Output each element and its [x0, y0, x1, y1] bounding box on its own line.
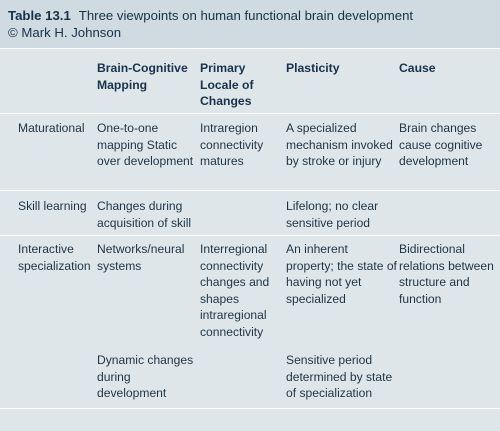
divider-under-title — [0, 48, 500, 49]
cell-maturational-cause: Brain changes cause cognitive developmen… — [399, 121, 483, 169]
table-title: Three viewpoints on human functional bra… — [78, 8, 414, 23]
cell-interactive-cause: Bidirectional relations between structur… — [399, 242, 494, 306]
cell-interactive-plasticity-continued: Sensitive period determined by state of … — [286, 353, 393, 401]
divider-bottom — [0, 408, 500, 409]
cell-maturational-mapping: One-to-one mapping Static over developme… — [97, 121, 194, 169]
col-header-primary-locale: Primary Locale of Changes — [200, 61, 254, 108]
col-header-cause: Cause — [399, 61, 436, 75]
cell-maturational-plasticity: A specialized mechanism invoked by strok… — [286, 121, 393, 169]
col-header-brain-cognitive-mapping: Brain-Cognitive Mapping — [97, 61, 188, 92]
table-caption: Table 13.1 Three viewpoints on human func… — [8, 7, 413, 41]
col-header-plasticity: Plasticity — [286, 61, 340, 75]
table-title-band — [0, 0, 500, 48]
cell-skill-learning-mapping: Changes during acquisition of skill — [97, 199, 192, 230]
divider-row-2 — [0, 235, 500, 236]
cell-interactive-mapping: Networks/neural systems — [97, 242, 185, 273]
cell-maturational-locale: Intraregion connectivity matures — [200, 121, 264, 169]
row-label-maturational: Maturational — [18, 121, 85, 135]
table-copyright: © Mark H. Johnson — [8, 25, 122, 40]
divider-under-header — [0, 113, 500, 114]
cell-interactive-locale: Interregional connectivity changes and s… — [200, 242, 270, 339]
cell-skill-learning-plasticity: Lifelong; no clear sensitive period — [286, 199, 379, 230]
row-label-skill-learning: Skill learning — [18, 199, 87, 213]
table-number: Table 13.1 — [8, 8, 71, 23]
row-label-interactive-specialization: Interactive specialization — [18, 242, 91, 273]
cell-interactive-mapping-continued: Dynamic changes during development — [97, 353, 194, 401]
cell-interactive-plasticity: An inherent property; the state of havin… — [286, 242, 397, 306]
divider-row-1 — [0, 190, 500, 191]
